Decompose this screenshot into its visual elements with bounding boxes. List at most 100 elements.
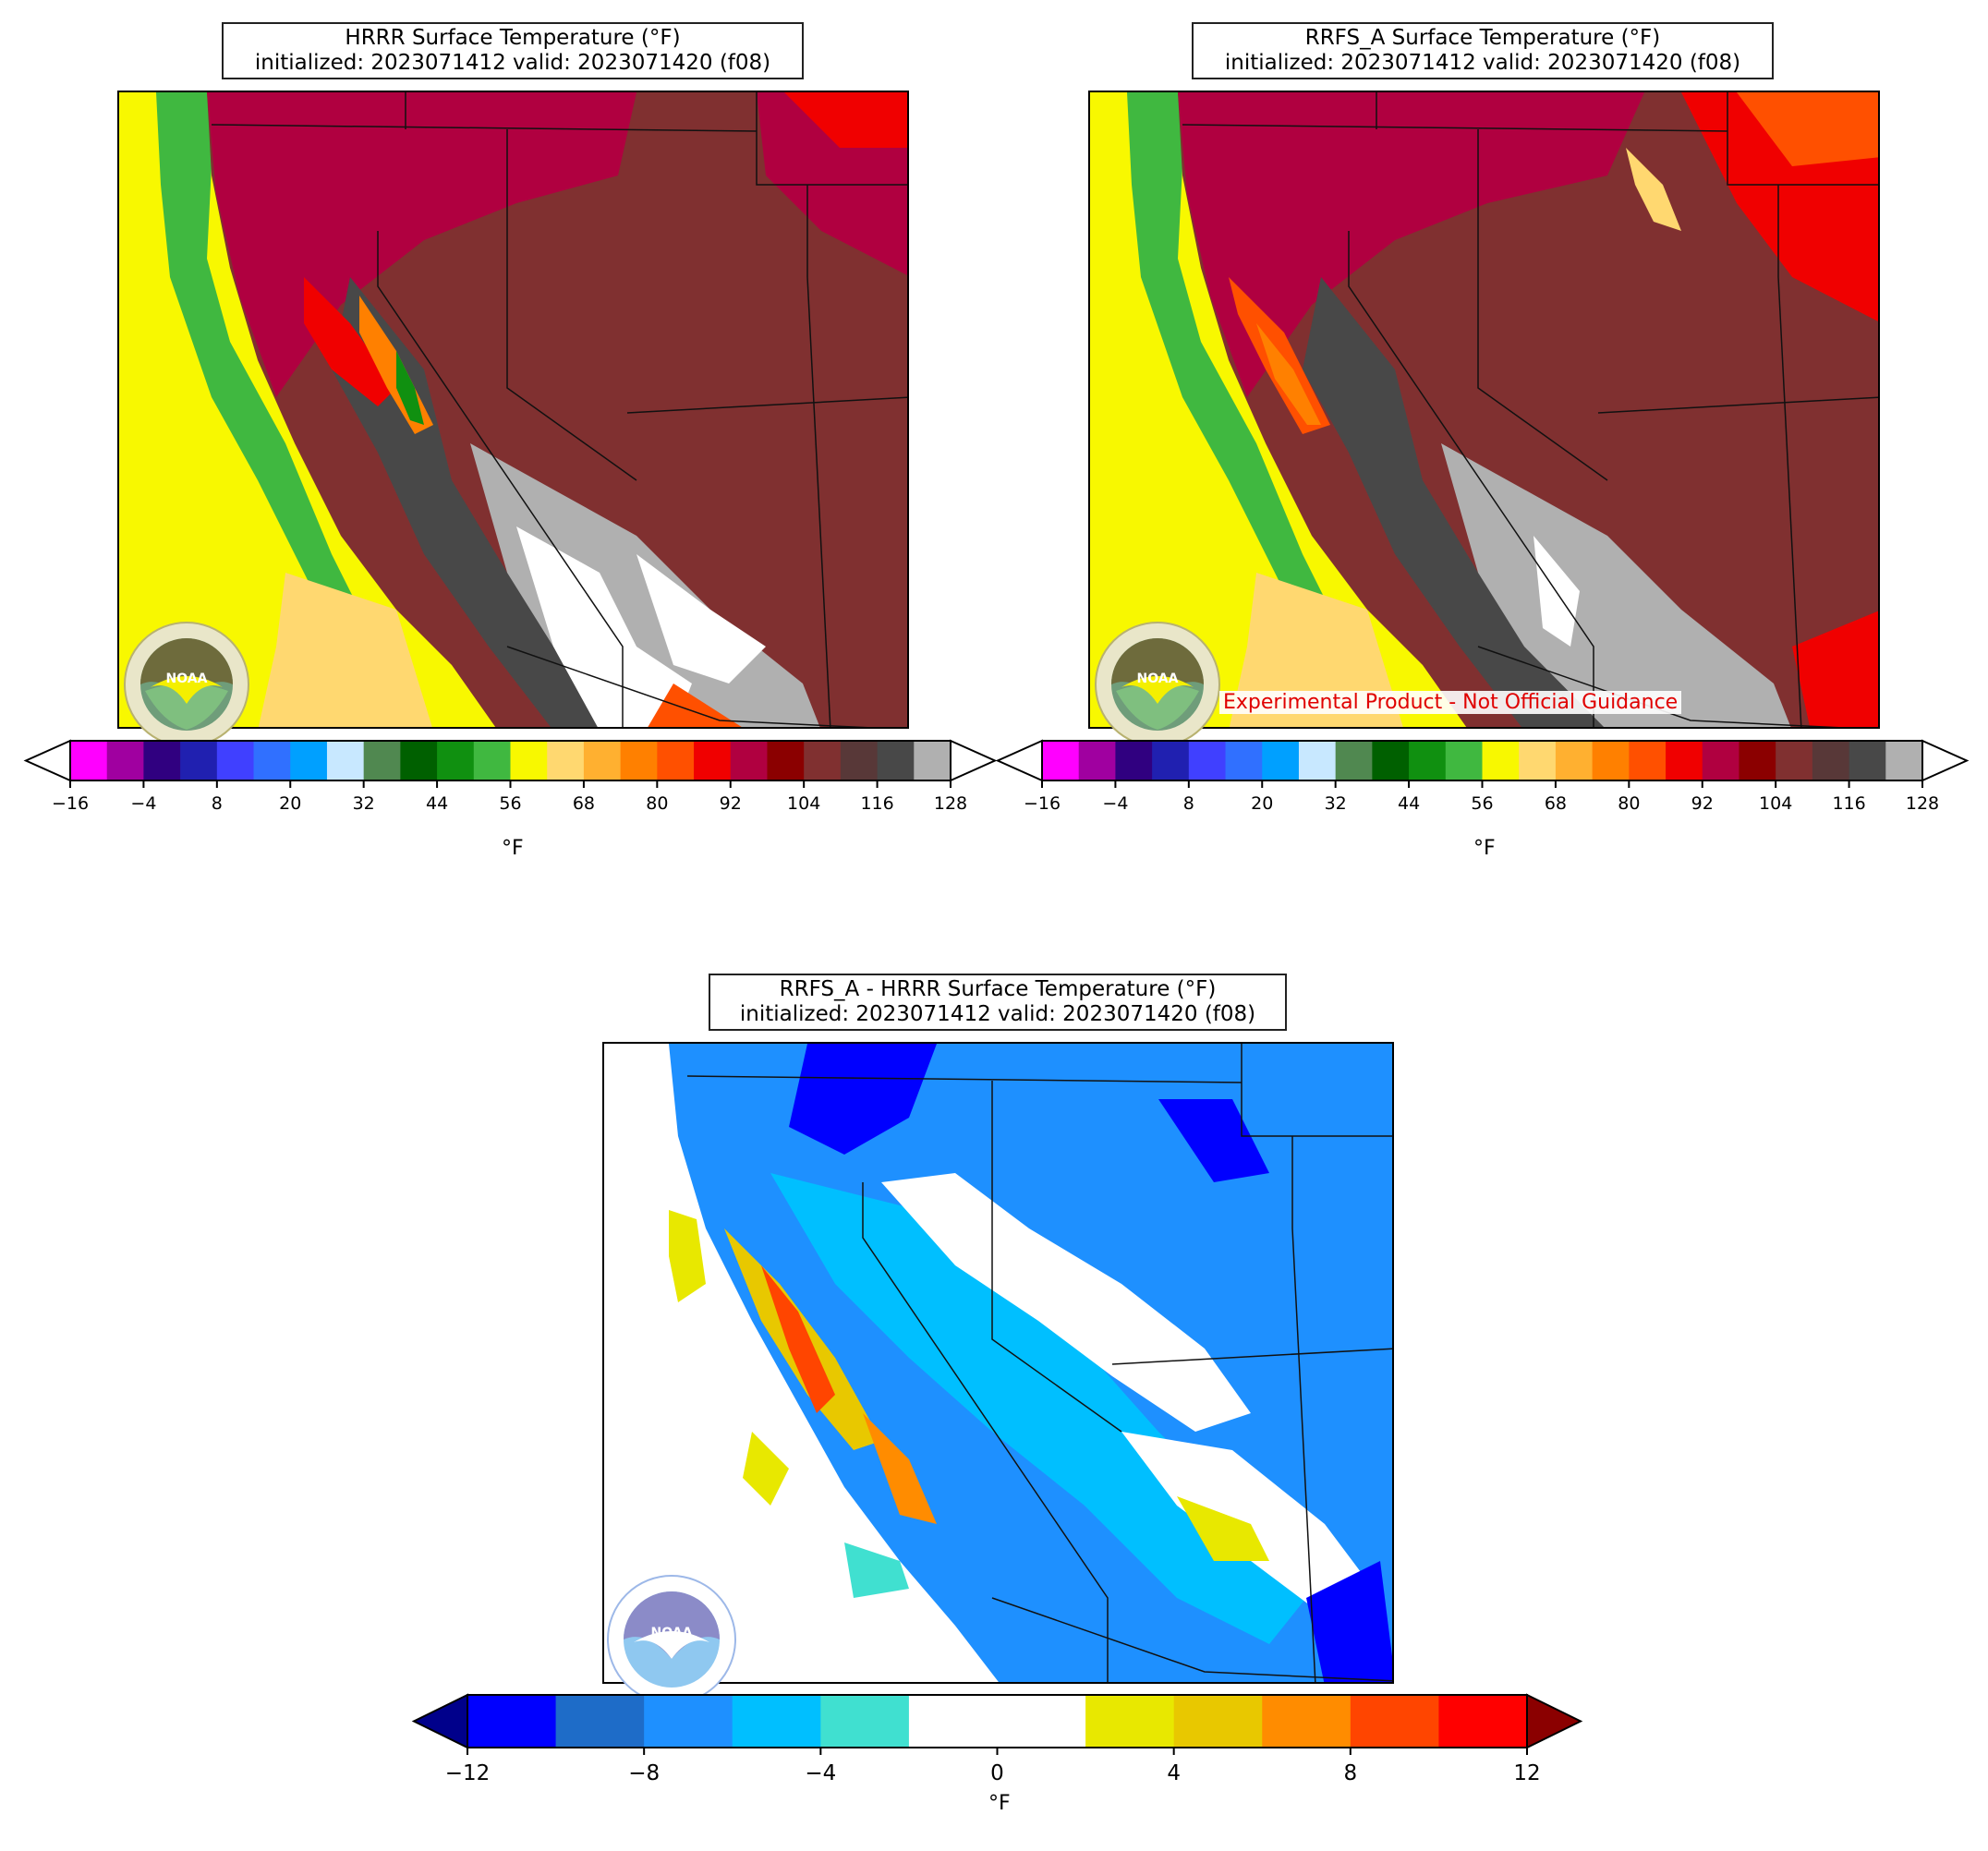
- rrfs-colorbar-unit: °F: [1473, 837, 1496, 860]
- rrfs-colorbar-tick-label: 92: [1691, 793, 1714, 814]
- hrrr-colorbar-swatch: [583, 741, 622, 780]
- rrfs-colorbar-swatch: [1666, 741, 1703, 780]
- noaa-logo-3: NOAA: [606, 1574, 737, 1705]
- difference-colorbar: −12 −8 −4 0 4 8 12: [411, 1693, 1583, 1785]
- hrrr-colorbar-tick-label: 128: [934, 793, 967, 814]
- difference-colorbar-swatch: [1085, 1695, 1175, 1748]
- hrrr-colorbar-swatch: [253, 741, 291, 780]
- rrfs-colorbar-tick-label: −16: [1024, 793, 1061, 814]
- rrfs-colorbar-extend-low: [995, 739, 1043, 782]
- rrfs-colorbar-swatch: [1812, 741, 1850, 780]
- hrrr-temperature-map: [117, 91, 909, 729]
- difference-colorbar-swatch: [732, 1695, 821, 1748]
- rrfs-colorbar-tick-label: 44: [1398, 793, 1420, 814]
- rrfs-temperature-map: [1088, 91, 1880, 729]
- rrfs-colorbar-swatch: [1152, 741, 1190, 780]
- hrrr-colorbar-swatch: [547, 741, 585, 780]
- rrfs-colorbar-tick-label: 128: [1906, 793, 1939, 814]
- rrfs-colorbar-extend-high: [1921, 739, 1970, 782]
- difference-colorbar-tick-label: −8: [628, 1761, 660, 1785]
- rrfs-colorbar-swatch: [1445, 741, 1483, 780]
- hrrr-colorbar-swatch: [473, 741, 511, 780]
- diff-title-line1: RRFS_A - HRRR Surface Temperature (°F): [779, 977, 1217, 1001]
- hrrr-colorbar-swatch: [840, 741, 879, 780]
- hrrr-colorbar-swatch: [400, 741, 438, 780]
- difference-map: [602, 1042, 1394, 1684]
- rrfs-colorbar-swatch: [1188, 741, 1227, 780]
- hrrr-colorbar-tick-label: 8: [212, 793, 223, 814]
- difference-colorbar-swatch: [820, 1695, 910, 1748]
- hrrr-colorbar-swatch: [730, 741, 768, 780]
- hrrr-colorbar-swatch: [914, 741, 952, 780]
- hrrr-colorbar-tick-label: 80: [646, 793, 668, 814]
- experimental-watermark: Experimental Product - Not Official Guid…: [1219, 691, 1682, 714]
- rrfs-colorbar-swatch: [1702, 741, 1740, 780]
- rrfs-title: RRFS_A Surface Temperature (°F) initiali…: [1192, 22, 1774, 79]
- difference-colorbar-swatch: [644, 1695, 733, 1748]
- hrrr-colorbar-unit: °F: [502, 837, 524, 860]
- rrfs-colorbar-swatch: [1519, 741, 1557, 780]
- hrrr-colorbar-swatch: [620, 741, 658, 780]
- rrfs-colorbar-tick-label: 32: [1325, 793, 1347, 814]
- hrrr-colorbar-swatch: [657, 741, 695, 780]
- hrrr-colorbar-extend-low: [23, 739, 71, 782]
- rrfs-colorbar-tick-label: 116: [1832, 793, 1865, 814]
- difference-colorbar-swatch: [555, 1695, 645, 1748]
- hrrr-colorbar-swatch: [143, 741, 181, 780]
- rrfs-colorbar-swatch: [1482, 741, 1520, 780]
- svg-text:NOAA: NOAA: [1137, 671, 1179, 686]
- noaa-logo-2: NOAA: [1094, 621, 1221, 748]
- hrrr-colorbar-tick-label: −16: [52, 793, 89, 814]
- hrrr-colorbar-swatch: [290, 741, 328, 780]
- hrrr-colorbar-tick-label: 44: [426, 793, 448, 814]
- rrfs-colorbar-tick-label: 80: [1618, 793, 1640, 814]
- rrfs-colorbar-swatch: [1335, 741, 1373, 780]
- difference-colorbar-unit: °F: [988, 1792, 1011, 1815]
- difference-colorbar-tick-label: 12: [1513, 1761, 1540, 1785]
- rrfs-colorbar-swatch: [1298, 741, 1337, 780]
- difference-colorbar-swatch: [467, 1695, 557, 1748]
- rrfs-colorbar-swatch: [1849, 741, 1886, 780]
- noaa-logo-1: NOAA: [123, 621, 250, 748]
- rrfs-title-line2: initialized: 2023071412 valid: 202307142…: [1224, 51, 1741, 75]
- difference-colorbar-swatch: [997, 1695, 1086, 1748]
- difference-colorbar-tick-label: 4: [1167, 1761, 1181, 1785]
- rrfs-colorbar-swatch: [1372, 741, 1410, 780]
- rrfs-colorbar-tick-label: 68: [1545, 793, 1567, 814]
- rrfs-colorbar-swatch: [1409, 741, 1447, 780]
- hrrr-colorbar-swatch: [363, 741, 401, 780]
- rrfs-colorbar-swatch: [1115, 741, 1153, 780]
- difference-colorbar-extend-low: [411, 1693, 468, 1749]
- rrfs-colorbar-swatch: [1078, 741, 1116, 780]
- rrfs-colorbar-tick-label: 20: [1251, 793, 1273, 814]
- hrrr-temperature-colorbar: −16 −4 8 20 32 44 56 68 80 92 104 116 128: [23, 739, 998, 814]
- hrrr-colorbar-tick-label: 104: [787, 793, 820, 814]
- difference-colorbar-swatch: [1173, 1695, 1263, 1748]
- svg-text:NOAA: NOAA: [651, 1626, 693, 1640]
- svg-text:NOAA: NOAA: [166, 671, 208, 686]
- rrfs-colorbar-swatch: [1739, 741, 1776, 780]
- rrfs-colorbar-swatch: [1225, 741, 1263, 780]
- rrfs-colorbar-swatch: [1262, 741, 1300, 780]
- hrrr-colorbar-tick-label: 20: [279, 793, 301, 814]
- difference-colorbar-swatch: [908, 1695, 998, 1748]
- rrfs-colorbar-swatch: [1042, 741, 1080, 780]
- hrrr-colorbar-swatch: [437, 741, 475, 780]
- hrrr-title-line1: HRRR Surface Temperature (°F): [345, 26, 681, 50]
- hrrr-colorbar-swatch: [106, 741, 144, 780]
- rrfs-colorbar-swatch: [1555, 741, 1594, 780]
- hrrr-title: HRRR Surface Temperature (°F) initialize…: [222, 22, 804, 79]
- difference-colorbar-tick-label: 8: [1344, 1761, 1358, 1785]
- hrrr-colorbar-tick-label: −4: [130, 793, 156, 814]
- hrrr-colorbar-swatch: [326, 741, 365, 780]
- hrrr-colorbar-extend-high: [950, 739, 998, 782]
- difference-colorbar-swatch: [1262, 1695, 1352, 1748]
- hrrr-colorbar-swatch: [180, 741, 218, 780]
- rrfs-colorbar-tick-label: 104: [1759, 793, 1792, 814]
- rrfs-colorbar-swatch: [1885, 741, 1923, 780]
- hrrr-colorbar-swatch: [216, 741, 255, 780]
- hrrr-colorbar-swatch: [877, 741, 915, 780]
- rrfs-colorbar-tick-label: 8: [1183, 793, 1194, 814]
- hrrr-colorbar-tick-label: 32: [353, 793, 375, 814]
- hrrr-colorbar-tick-label: 92: [720, 793, 742, 814]
